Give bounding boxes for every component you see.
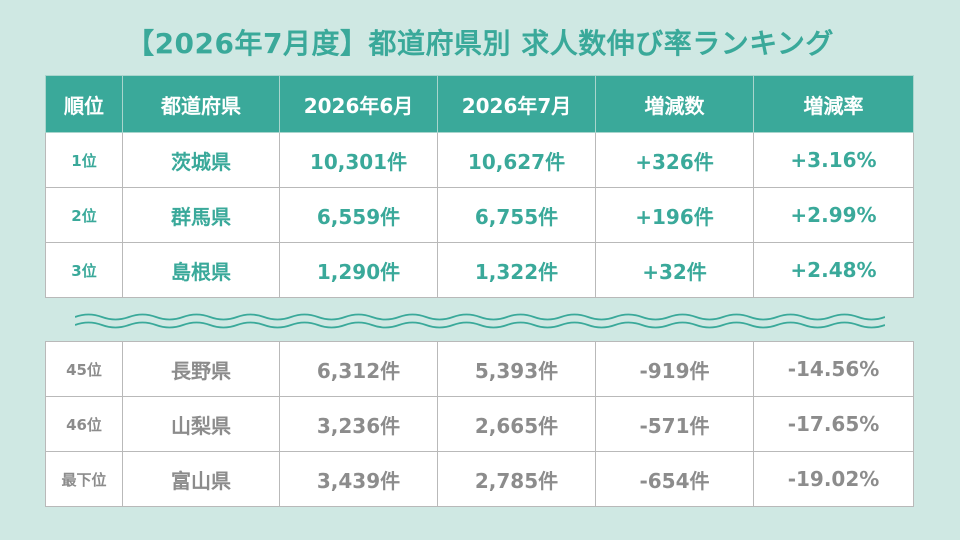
rank-cell: 3位 bbox=[45, 242, 123, 298]
header-prefecture: 都道府県 bbox=[122, 75, 280, 133]
rank-cell: 2位 bbox=[45, 187, 123, 243]
header-rate: 増減率 bbox=[753, 75, 914, 133]
rate-cell: +3.16% bbox=[753, 132, 914, 188]
table-row: 45位 長野県 6,312件 5,393件 -919件 -14.56% bbox=[45, 341, 914, 397]
change-cell: +32件 bbox=[595, 242, 754, 298]
rank-cell: 45位 bbox=[45, 341, 123, 397]
table-row: 46位 山梨県 3,236件 2,665件 -571件 -17.65% bbox=[45, 396, 914, 452]
header-change: 増減数 bbox=[595, 75, 754, 133]
july-cell: 1,322件 bbox=[437, 242, 596, 298]
june-cell: 1,290件 bbox=[279, 242, 438, 298]
june-cell: 6,312件 bbox=[279, 341, 438, 397]
prefecture-cell: 山梨県 bbox=[122, 396, 280, 452]
table-row: 1位 茨城県 10,301件 10,627件 +326件 +3.16% bbox=[45, 132, 914, 188]
prefecture-cell: 群馬県 bbox=[122, 187, 280, 243]
july-cell: 2,665件 bbox=[437, 396, 596, 452]
prefecture-cell: 長野県 bbox=[122, 341, 280, 397]
rank-cell: 1位 bbox=[45, 132, 123, 188]
table-row: 最下位 富山県 3,439件 2,785件 -654件 -19.02% bbox=[45, 451, 914, 507]
change-cell: +196件 bbox=[595, 187, 754, 243]
table-row: 2位 群馬県 6,559件 6,755件 +196件 +2.99% bbox=[45, 187, 914, 243]
rank-cell: 46位 bbox=[45, 396, 123, 452]
bottom-ranking-table: 45位 長野県 6,312件 5,393件 -919件 -14.56% 46位 … bbox=[45, 341, 914, 507]
rate-cell: -14.56% bbox=[753, 341, 914, 397]
table-row: 3位 島根県 1,290件 1,322件 +32件 +2.48% bbox=[45, 242, 914, 298]
rate-cell: -17.65% bbox=[753, 396, 914, 452]
header-june: 2026年6月 bbox=[279, 75, 438, 133]
july-cell: 2,785件 bbox=[437, 451, 596, 507]
june-cell: 10,301件 bbox=[279, 132, 438, 188]
header-rank: 順位 bbox=[45, 75, 123, 133]
wave-divider bbox=[75, 313, 885, 329]
table-header-row: 順位 都道府県 2026年6月 2026年7月 増減数 増減率 bbox=[45, 75, 914, 133]
july-cell: 10,627件 bbox=[437, 132, 596, 188]
rate-cell: -19.02% bbox=[753, 451, 914, 507]
prefecture-cell: 茨城県 bbox=[122, 132, 280, 188]
change-cell: -654件 bbox=[595, 451, 754, 507]
rate-cell: +2.48% bbox=[753, 242, 914, 298]
prefecture-cell: 島根県 bbox=[122, 242, 280, 298]
change-cell: +326件 bbox=[595, 132, 754, 188]
rate-cell: +2.99% bbox=[753, 187, 914, 243]
june-cell: 3,439件 bbox=[279, 451, 438, 507]
prefecture-cell: 富山県 bbox=[122, 451, 280, 507]
july-cell: 5,393件 bbox=[437, 341, 596, 397]
june-cell: 6,559件 bbox=[279, 187, 438, 243]
june-cell: 3,236件 bbox=[279, 396, 438, 452]
rank-cell: 最下位 bbox=[45, 451, 123, 507]
change-cell: -571件 bbox=[595, 396, 754, 452]
top-ranking-table: 順位 都道府県 2026年6月 2026年7月 増減数 増減率 1位 茨城県 1… bbox=[45, 75, 914, 298]
page-title: 【2026年7月度】都道府県別 求人数伸び率ランキング bbox=[126, 27, 834, 60]
header-july: 2026年7月 bbox=[437, 75, 596, 133]
change-cell: -919件 bbox=[595, 341, 754, 397]
july-cell: 6,755件 bbox=[437, 187, 596, 243]
